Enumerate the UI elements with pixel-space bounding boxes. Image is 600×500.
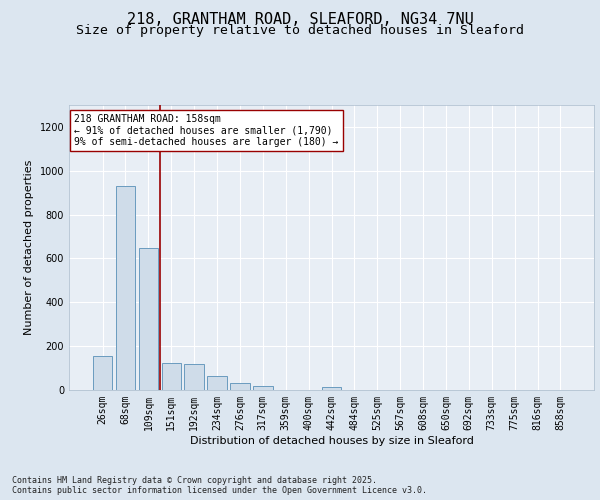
Bar	[322, 388, 341, 390]
Bar	[93, 356, 112, 390]
Text: 218 GRANTHAM ROAD: 158sqm
← 91% of detached houses are smaller (1,790)
9% of sem: 218 GRANTHAM ROAD: 158sqm ← 91% of detac…	[74, 114, 338, 147]
Bar	[253, 386, 272, 390]
Bar	[139, 248, 158, 390]
Text: Size of property relative to detached houses in Sleaford: Size of property relative to detached ho…	[76, 24, 524, 37]
Text: Contains HM Land Registry data © Crown copyright and database right 2025.
Contai: Contains HM Land Registry data © Crown c…	[12, 476, 427, 495]
X-axis label: Distribution of detached houses by size in Sleaford: Distribution of detached houses by size …	[190, 436, 473, 446]
Bar	[116, 186, 135, 390]
Bar	[184, 364, 204, 390]
Bar	[208, 376, 227, 390]
Bar	[161, 362, 181, 390]
Bar	[230, 384, 250, 390]
Text: 218, GRANTHAM ROAD, SLEAFORD, NG34 7NU: 218, GRANTHAM ROAD, SLEAFORD, NG34 7NU	[127, 12, 473, 28]
Y-axis label: Number of detached properties: Number of detached properties	[24, 160, 34, 335]
